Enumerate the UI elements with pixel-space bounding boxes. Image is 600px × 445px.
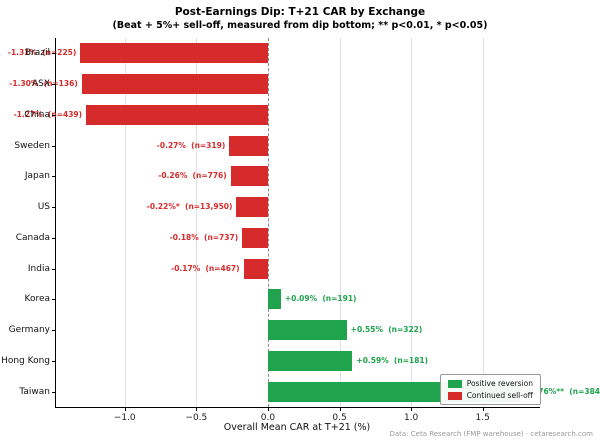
- bar-china: [86, 104, 268, 125]
- bar-germany: [267, 320, 347, 341]
- bar-value-label-sweden: -0.27% (n=319): [156, 140, 226, 150]
- bar-canada: [242, 227, 268, 248]
- bar-hong-kong: [267, 350, 353, 371]
- category-label-us: US: [37, 202, 50, 213]
- x-tick-label: 1.5: [475, 413, 490, 423]
- category-label-hong-kong: Hong Kong: [1, 355, 50, 366]
- y-tick-mark: [52, 330, 56, 332]
- bar-asx: [81, 74, 268, 95]
- category-label-taiwan: Taiwan: [19, 386, 50, 397]
- plot-area: −1.0 −0.5 0.0 0.5 1.0 1.5 -1.31% (n=225) -1.30%…: [8, 38, 600, 423]
- bar-korea: [267, 289, 281, 310]
- y-tick-mark: [52, 360, 56, 362]
- gridline: [482, 38, 484, 407]
- gridline: [411, 38, 413, 407]
- x-tick-mark: [124, 407, 126, 411]
- y-tick-mark: [52, 299, 56, 301]
- legend-label-positive: Positive reversion: [466, 379, 533, 388]
- gridline: [339, 38, 341, 407]
- x-tick-mark: [482, 407, 484, 411]
- bar-value-label-canada: -0.18% (n=737): [169, 232, 239, 242]
- chart-title: Post-Earnings Dip: T+21 CAR by Exchange: [174, 6, 426, 18]
- y-tick-mark: [52, 268, 56, 270]
- legend-item-negative: Continued sell-off: [447, 391, 533, 400]
- bar-value-label-japan: -0.26% (n=776): [158, 171, 227, 181]
- y-tick-mark: [52, 176, 56, 178]
- y-tick-mark: [52, 391, 56, 393]
- x-tick-mark: [411, 407, 413, 411]
- bar-japan: [230, 166, 268, 187]
- y-tick-mark: [52, 237, 56, 239]
- bar-us: [236, 197, 268, 218]
- category-label-india: India: [27, 263, 50, 274]
- category-label-germany: Germany: [8, 325, 50, 336]
- legend-swatch-positive-icon: [447, 379, 462, 388]
- legend: Positive reversion Continued sell-off: [439, 374, 541, 405]
- zero-line: [267, 38, 269, 407]
- bar-value-label-china: -1.27% (n=439): [13, 109, 83, 119]
- x-axis-label: Overall Mean CAR at T+21 (%): [223, 422, 371, 433]
- y-tick-mark: [52, 84, 56, 86]
- x-tick-label: 1.0: [403, 413, 419, 423]
- y-tick-mark: [52, 114, 56, 116]
- category-label-canada: Canada: [15, 232, 50, 243]
- legend-item-positive: Positive reversion: [447, 379, 533, 388]
- x-tick-label: 0.0: [260, 413, 276, 423]
- bar-value-label-germany: +0.55% (n=322): [350, 325, 423, 335]
- y-tick-mark: [52, 53, 56, 55]
- bar-sweden: [229, 135, 268, 156]
- bar-value-label-us: -0.22%* (n=13,950): [146, 202, 233, 212]
- data-source-footer: Data: Ceta Research (FMP warehouse) · ce…: [389, 430, 593, 438]
- category-label-sweden: Sweden: [14, 140, 50, 151]
- bar-india: [243, 258, 268, 279]
- legend-swatch-negative-icon: [447, 391, 462, 400]
- x-tick-mark: [267, 407, 269, 411]
- x-tick-label: 0.5: [332, 413, 347, 423]
- bar-value-label-asx: -1.30% (n=136): [9, 79, 78, 89]
- y-tick-mark: [52, 145, 56, 147]
- bar-brazil: [80, 43, 268, 64]
- bar-value-label-india: -0.17% (n=467): [171, 263, 240, 273]
- bar-value-label-hong-kong: +0.59% (n=181): [356, 355, 429, 365]
- category-label-japan: Japan: [24, 171, 50, 182]
- category-label-korea: Korea: [24, 294, 50, 305]
- gridline: [124, 38, 126, 407]
- x-tick-mark: [339, 407, 341, 411]
- chart-subtitle: (Beat + 5%+ sell-off, measured from dip …: [112, 20, 488, 31]
- bar-value-label-brazil: -1.31% (n=225): [7, 48, 77, 58]
- bar-value-label-korea: +0.09% (n=191): [284, 294, 357, 304]
- x-tick-mark: [196, 407, 198, 411]
- x-tick-label: −1.0: [113, 413, 136, 423]
- bar-value-label-taiwan: +1.76%** (n=384): [523, 386, 600, 396]
- legend-label-negative: Continued sell-off: [466, 391, 533, 400]
- y-tick-mark: [52, 207, 56, 209]
- x-tick-label: −0.5: [185, 413, 208, 423]
- gridline: [196, 38, 198, 407]
